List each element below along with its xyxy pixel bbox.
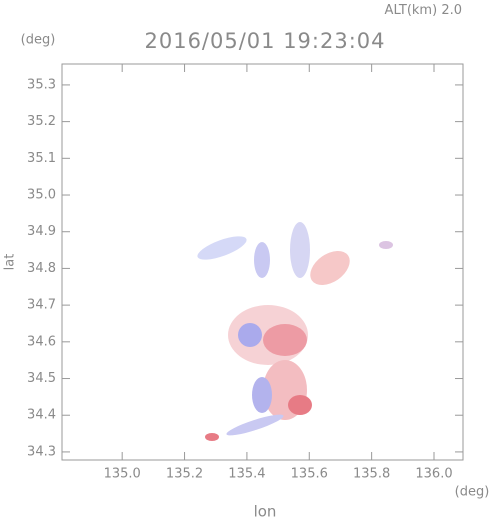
echo [226, 414, 284, 436]
echo [379, 241, 393, 249]
echo [310, 250, 350, 286]
echo [205, 433, 219, 441]
y-tick-label: 34.5 [27, 371, 56, 386]
echo [254, 242, 270, 278]
y-tick-label: 34.8 [27, 261, 56, 276]
altitude-label: ALT(km) 2.0 [385, 3, 462, 18]
x-tick-label: 135.6 [291, 467, 328, 482]
y-tick-label: 35.1 [27, 151, 56, 166]
altitude-value: 2.0 [441, 3, 462, 18]
x-tick-label: 135.2 [166, 467, 203, 482]
y-tick-label: 35.0 [27, 188, 56, 203]
chart-title: 2016/05/01 19:23:04 [144, 29, 385, 53]
y-tick-label: 34.9 [27, 224, 56, 239]
x-tick-label: 136.0 [415, 467, 452, 482]
echo-field [197, 222, 393, 441]
plot-frame [61, 63, 464, 461]
y-unit: (deg) [21, 33, 56, 48]
x-unit: (deg) [455, 485, 490, 500]
echo [263, 324, 307, 356]
x-tick-label: 135.0 [104, 467, 141, 482]
echo [290, 222, 310, 278]
x-axis-label: lon [254, 503, 277, 521]
y-axis-label: lat [3, 254, 18, 271]
y-tick-label: 34.4 [27, 408, 56, 423]
echo [288, 395, 312, 415]
altitude-label-text: ALT(km) [385, 3, 438, 18]
echo [252, 377, 272, 413]
echo [197, 236, 247, 260]
y-tick-label: 34.3 [27, 444, 56, 459]
echo [238, 323, 262, 347]
x-tick-label: 135.8 [353, 467, 390, 482]
y-tick-label: 35.2 [27, 114, 56, 129]
y-tick-label: 34.7 [27, 298, 56, 313]
y-tick-label: 34.6 [27, 334, 56, 349]
x-tick-label: 135.4 [228, 467, 265, 482]
y-tick-label: 35.3 [27, 77, 56, 92]
